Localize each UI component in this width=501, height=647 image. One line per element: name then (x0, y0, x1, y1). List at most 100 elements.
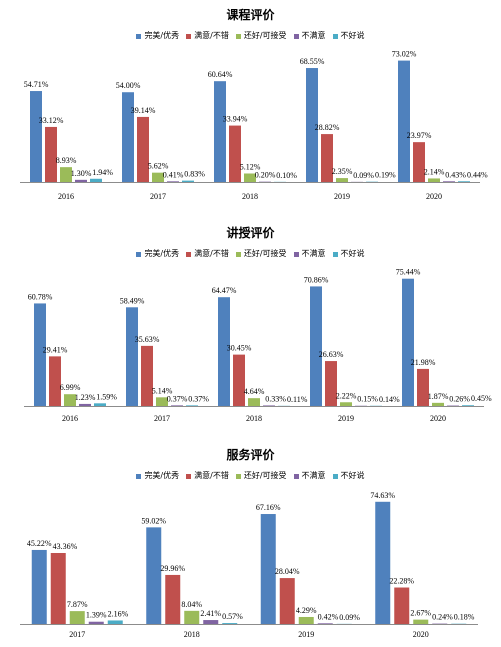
legend-swatch (136, 251, 142, 257)
legend-item: 不满意 (293, 31, 326, 41)
chart-legend: 完美/优秀 满意/不错 还好/可接受 不满意 不好说 (0, 471, 501, 481)
x-tick-label: 2016 (58, 192, 74, 201)
legend-item: 完美/优秀 (136, 471, 179, 481)
data-label: 2.67% (410, 609, 431, 618)
data-label: 28.82% (315, 123, 340, 132)
chart-legend: 完美/优秀 满意/不错 还好/可接受 不满意 不好说 (0, 31, 501, 41)
x-tick-label: 2020 (426, 192, 442, 201)
legend-label: 完美/优秀 (144, 471, 180, 480)
data-label: 0.15% (357, 395, 378, 404)
data-label: 5.12% (240, 162, 261, 171)
data-label: 0.41% (163, 170, 184, 179)
bar (321, 134, 333, 182)
bar (413, 619, 429, 624)
data-label: 70.86% (304, 275, 329, 284)
data-label: 68.55% (300, 57, 325, 66)
bar (310, 286, 322, 406)
bar (122, 92, 134, 182)
legend-label: 不满意 (301, 471, 326, 480)
chart-title: 课程评价 (226, 8, 275, 22)
x-tick-label: 2017 (150, 192, 166, 201)
legend-swatch (235, 33, 241, 39)
legend-item: 不好说 (332, 249, 365, 259)
teaching-evaluation-plot: 60.78% 29.41% 6.99%1.23% 1.59% 2016 58.49% 35.… (24, 268, 492, 423)
data-label: 60.64% (208, 70, 233, 79)
data-label: 23.97% (407, 131, 432, 140)
data-label: 64.47% (212, 286, 237, 295)
data-label: 26.63% (319, 350, 344, 359)
bar (402, 278, 414, 406)
data-label: 59.02% (141, 516, 166, 525)
x-tick-label: 2017 (154, 414, 170, 423)
data-label: 8.04% (181, 600, 202, 609)
data-label: 5.14% (152, 386, 173, 395)
legend-swatch (235, 251, 241, 257)
x-tick-label: 2018 (184, 630, 200, 639)
legend-item: 不满意 (293, 249, 326, 259)
course-evaluation-plot: 54.71% 33.12% 8.93% 1.30% 1.94% 2016 54.00% 39.… (20, 50, 488, 201)
bar (413, 142, 425, 182)
data-label: 75.44% (396, 268, 421, 277)
bar (182, 180, 194, 182)
legend-label: 完美/优秀 (144, 31, 180, 40)
bar (88, 621, 104, 624)
data-label: 2.35% (332, 167, 353, 176)
legend-item: 还好/可接受 (235, 249, 287, 259)
bar (69, 611, 85, 624)
legend-item: 满意/不错 (186, 249, 229, 259)
bar (146, 527, 162, 624)
legend-label: 不满意 (301, 249, 326, 258)
x-tick-label: 2019 (334, 192, 350, 201)
bar (214, 81, 226, 182)
bar (298, 616, 314, 624)
legend-swatch (186, 251, 192, 257)
bar (325, 361, 337, 406)
bar (94, 403, 106, 406)
legend-label: 还好/可接受 (243, 471, 287, 480)
bar (31, 549, 47, 624)
bar (60, 167, 72, 182)
legend-item: 不满意 (293, 471, 326, 481)
data-label: 1.23% (75, 393, 96, 402)
bar (126, 307, 138, 406)
bar (375, 501, 391, 624)
bar (165, 574, 181, 624)
bar (45, 126, 57, 182)
legend-swatch (186, 473, 192, 479)
data-label: 0.14% (379, 395, 400, 404)
data-label: 1.59% (96, 392, 117, 401)
bar (244, 173, 256, 182)
bar (260, 514, 276, 624)
data-label: 73.02% (392, 50, 417, 59)
data-label: 1.39% (86, 611, 107, 620)
legend-swatch (136, 33, 142, 39)
bar (336, 178, 348, 182)
data-label: 0.43% (445, 170, 466, 179)
data-label: 4.64% (244, 387, 265, 396)
service-evaluation-chart: 45.22% 43.36% 7.87% 1.39% 2.16% 2017 59.02% 29.… (0, 440, 501, 647)
legend-swatch (332, 251, 338, 257)
bar (79, 403, 91, 406)
data-label: 1.87% (428, 392, 449, 401)
data-label: 30.45% (227, 344, 252, 353)
data-label: 67.16% (256, 503, 281, 512)
data-label: 6.99% (60, 383, 81, 392)
legend-swatch (293, 251, 299, 257)
bar (233, 354, 245, 406)
x-tick-label: 2020 (430, 414, 446, 423)
data-label: 0.20% (255, 171, 276, 180)
data-label: 28.04% (275, 567, 300, 576)
data-label: 74.63% (370, 491, 395, 500)
data-label: 8.93% (56, 156, 77, 165)
data-label: 0.37% (188, 394, 209, 403)
legend-item: 不好说 (332, 471, 365, 481)
legend-label: 满意/不错 (194, 31, 229, 40)
chart-legend: 完美/优秀 满意/不错 还好/可接受 不满意 不好说 (0, 249, 501, 259)
bar (317, 623, 333, 624)
data-label: 7.87% (67, 600, 88, 609)
bar (167, 181, 179, 182)
data-label: 0.26% (449, 395, 470, 404)
data-label: 0.24% (432, 613, 453, 622)
x-tick-label: 2019 (338, 414, 354, 423)
bar (229, 125, 241, 182)
